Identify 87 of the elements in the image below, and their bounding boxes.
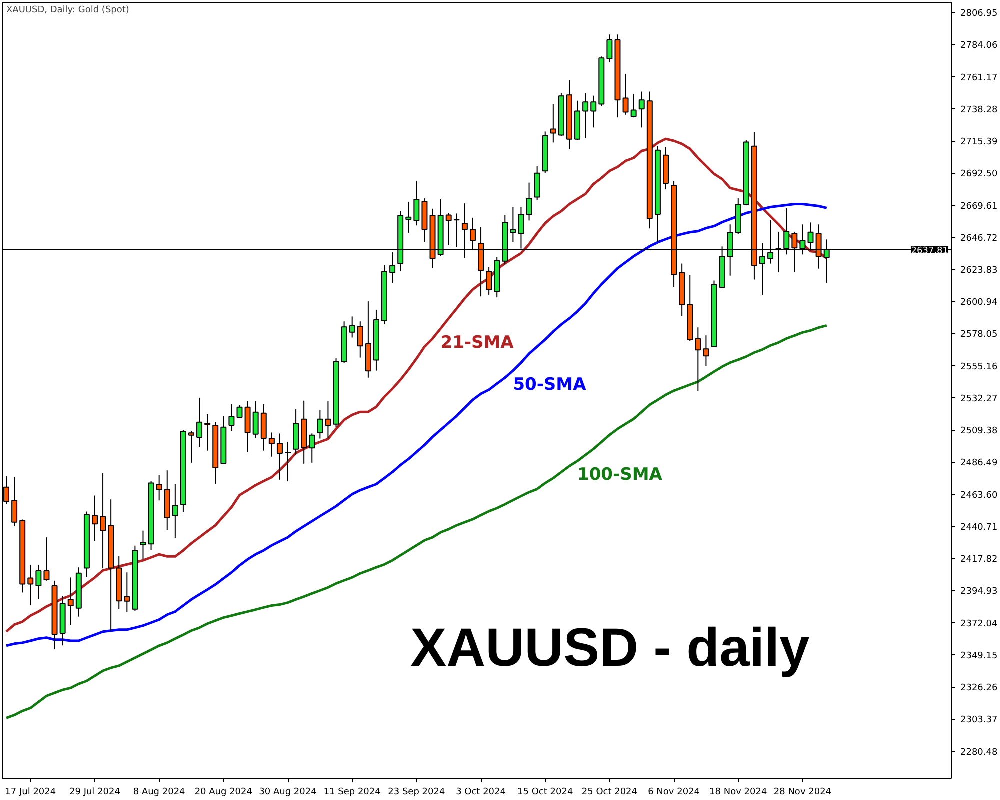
candlestick	[140, 530, 146, 560]
candlestick	[390, 252, 396, 284]
x-tick-label: 25 Oct 2024	[582, 788, 638, 798]
y-tick-label: 2349.15	[960, 651, 998, 662]
candlestick	[196, 397, 203, 448]
candlestick	[124, 572, 130, 613]
y-tick-label: 2761.17	[960, 73, 998, 84]
candlestick	[446, 212, 452, 246]
y-tick-label: 2692.50	[960, 170, 998, 180]
y-tick-label: 2806.95	[960, 9, 998, 20]
y-tick-label: 2303.37	[960, 716, 998, 726]
y-tick-label: 2646.72	[960, 234, 998, 244]
y-tick-label: 2417.82	[960, 555, 998, 566]
candlestick	[268, 432, 275, 458]
candlestick	[325, 400, 332, 439]
chart-title: XAUUSD, Daily: Gold (Spot)	[6, 6, 130, 16]
y-tick-label: 2509.38	[960, 426, 998, 437]
candlestick	[276, 433, 283, 480]
candlestick	[630, 94, 637, 118]
candlestick	[28, 564, 34, 606]
candlestick	[486, 266, 492, 296]
candlestick	[156, 474, 162, 502]
candlestick	[606, 34, 613, 63]
series-label: 100-SMA	[578, 465, 664, 486]
candlestick	[357, 321, 364, 358]
candlestick	[590, 95, 597, 128]
candlestick	[406, 202, 412, 234]
x-tick-label: 29 Jul 2024	[70, 788, 121, 798]
candlestick	[68, 577, 74, 626]
y-tick-label: 2784.06	[960, 41, 998, 52]
candlestick	[36, 564, 42, 600]
candlestick	[414, 180, 420, 226]
x-tick-label: 18 Nov 2024	[710, 788, 768, 798]
candlestick	[252, 400, 259, 439]
candlestick	[534, 166, 540, 201]
candlestick	[510, 206, 516, 243]
candlestick	[317, 410, 324, 440]
x-tick-label: 6 Nov 2024	[648, 788, 700, 798]
candlestick	[172, 484, 178, 539]
y-tick-label: 2463.60	[960, 490, 998, 501]
candlestick	[188, 430, 194, 464]
y-tick-label: 2486.49	[960, 458, 998, 469]
y-tick-label: 2555.16	[960, 362, 998, 372]
candlestick	[695, 327, 702, 392]
candlestick	[100, 472, 106, 570]
candlestick	[582, 92, 589, 139]
candlestick	[622, 74, 629, 116]
candlestick	[12, 476, 18, 527]
candlestick	[638, 91, 645, 128]
x-tick-label: 8 Aug 2024	[133, 788, 186, 798]
line-series	[5, 324, 828, 720]
series-label: 50-SMA	[513, 374, 588, 395]
y-tick-label: 2669.61	[960, 202, 998, 212]
y-tick-label: 2440.71	[960, 522, 998, 533]
y-tick-label: 2715.39	[960, 138, 998, 148]
candlestick	[349, 316, 356, 338]
candlestick	[309, 433, 316, 464]
y-tick-label: 2578.05	[960, 330, 998, 340]
x-tick-label: 23 Sep 2024	[388, 788, 446, 798]
y-tick-label: 2326.26	[960, 684, 998, 694]
y-tick-label: 2394.93	[960, 587, 998, 598]
candlestick	[228, 404, 235, 432]
y-tick-label: 2600.94	[960, 298, 998, 308]
y-tick-label: 2372.04	[960, 619, 998, 630]
x-tick-label: 15 Oct 2024	[518, 788, 574, 798]
series-label: 21-SMA	[440, 332, 515, 353]
candlestick	[44, 537, 50, 582]
candlestick	[204, 414, 211, 452]
x-tick-label: 17 Jul 2024	[5, 788, 56, 798]
y-tick-label: 2532.27	[960, 394, 998, 404]
y-tick-label: 2738.28	[960, 105, 998, 116]
candlestick	[236, 404, 243, 419]
x-tick-label: 28 Nov 2024	[774, 788, 832, 798]
x-tick-label: 20 Aug 2024	[194, 788, 253, 798]
x-tick-label: 30 Aug 2024	[259, 788, 318, 798]
y-tick-label: 2623.83	[960, 266, 998, 276]
candlestick	[285, 442, 291, 482]
x-tick-label: 11 Sep 2024	[324, 788, 382, 798]
candlestick	[703, 335, 710, 367]
y-tick-label: 2280.48	[960, 748, 998, 758]
ref-line-label: 2637.81	[911, 246, 948, 256]
candlestick	[550, 104, 556, 144]
candlestick	[526, 182, 532, 222]
x-tick-label: 3 Oct 2024	[456, 788, 506, 798]
candlestick	[92, 495, 98, 542]
candlestick	[454, 213, 460, 248]
annotation: XAUUSD - daily	[410, 618, 810, 678]
